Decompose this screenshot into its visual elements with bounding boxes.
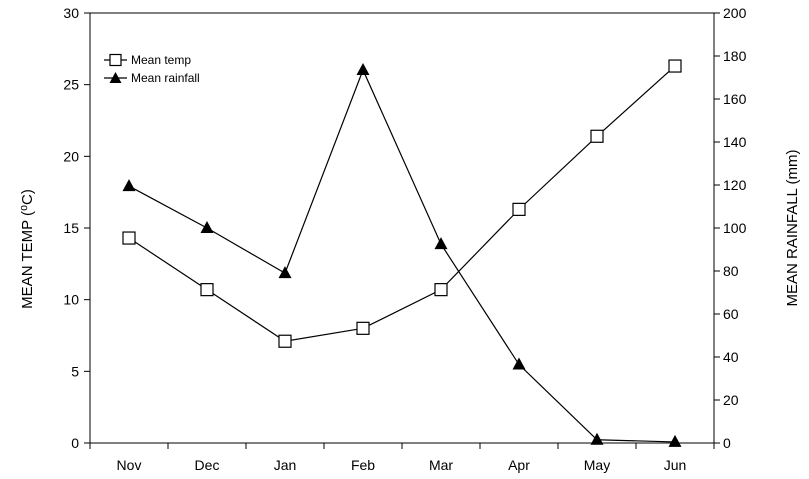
data-point-mean-rainfall	[434, 237, 448, 250]
data-point-mean-rainfall	[356, 62, 370, 75]
left-axis-title: MEAN TEMP (⁰C)	[19, 189, 36, 309]
series-line-mean-rainfall	[128, 68, 676, 443]
left-tick-label: 10	[63, 292, 79, 308]
data-point-mean-rainfall	[512, 357, 526, 370]
series-line-mean-temp	[128, 65, 676, 342]
legend-label-mean-temp: Mean temp	[131, 53, 191, 67]
data-point-mean-rainfall	[200, 221, 214, 233]
left-tick-label: 20	[63, 148, 79, 164]
right-tick-label: 40	[723, 349, 739, 365]
right-axis-ticks: 0 20 40 60 80 100 120 140 160 180 200	[714, 5, 747, 451]
right-tick-label: 200	[723, 5, 747, 21]
right-tick-label: 60	[723, 306, 739, 322]
data-point-mean-temp	[200, 283, 214, 297]
right-tick-label: 140	[723, 134, 747, 150]
legend-triangle-marker	[109, 72, 122, 83]
left-tick-label: 25	[63, 77, 79, 93]
x-tick-label: Nov	[117, 457, 142, 473]
right-tick-label: 0	[723, 435, 731, 451]
x-tick-label: May	[584, 457, 610, 473]
data-point-mean-temp	[590, 129, 604, 143]
data-point-mean-temp	[356, 321, 370, 335]
right-tick-label: 20	[723, 392, 739, 408]
x-tick-label: Dec	[195, 457, 220, 473]
data-point-mean-rainfall	[668, 434, 682, 447]
data-point-mean-temp	[512, 202, 526, 216]
data-point-mean-temp	[434, 283, 448, 297]
x-axis-ticks: Nov Dec Jan Feb Mar Apr May Jun	[89, 443, 715, 473]
data-point-mean-rainfall	[278, 266, 292, 279]
data-point-mean-temp	[278, 334, 292, 348]
legend: Mean temp Mean rainfall	[104, 53, 200, 85]
right-tick-label: 160	[723, 91, 747, 107]
right-tick-label: 80	[723, 263, 739, 279]
x-tick-label: Apr	[508, 457, 530, 473]
legend-square-marker	[109, 53, 122, 67]
right-tick-label: 100	[723, 220, 747, 236]
x-tick-label: Jan	[274, 457, 297, 473]
data-point-mean-temp	[668, 59, 682, 73]
right-tick-label: 180	[723, 48, 747, 64]
left-tick-label: 0	[71, 435, 79, 451]
left-tick-label: 15	[63, 220, 79, 236]
series-layer	[122, 59, 682, 447]
data-point-mean-temp	[122, 231, 136, 245]
x-tick-label: Feb	[351, 457, 375, 473]
data-point-mean-rainfall	[122, 179, 136, 192]
right-tick-label: 120	[723, 177, 747, 193]
right-axis-title: MEAN RAINFALL (mm)	[784, 150, 801, 307]
left-tick-label: 5	[71, 363, 79, 379]
x-tick-label: Jun	[664, 457, 687, 473]
left-tick-label: 30	[63, 5, 79, 21]
x-tick-label: Mar	[429, 457, 453, 473]
data-point-mean-rainfall	[590, 432, 604, 445]
left-axis-ticks: 0 5 10 15 20 25 30	[63, 5, 90, 451]
legend-label-mean-rainfall: Mean rainfall	[131, 71, 200, 85]
